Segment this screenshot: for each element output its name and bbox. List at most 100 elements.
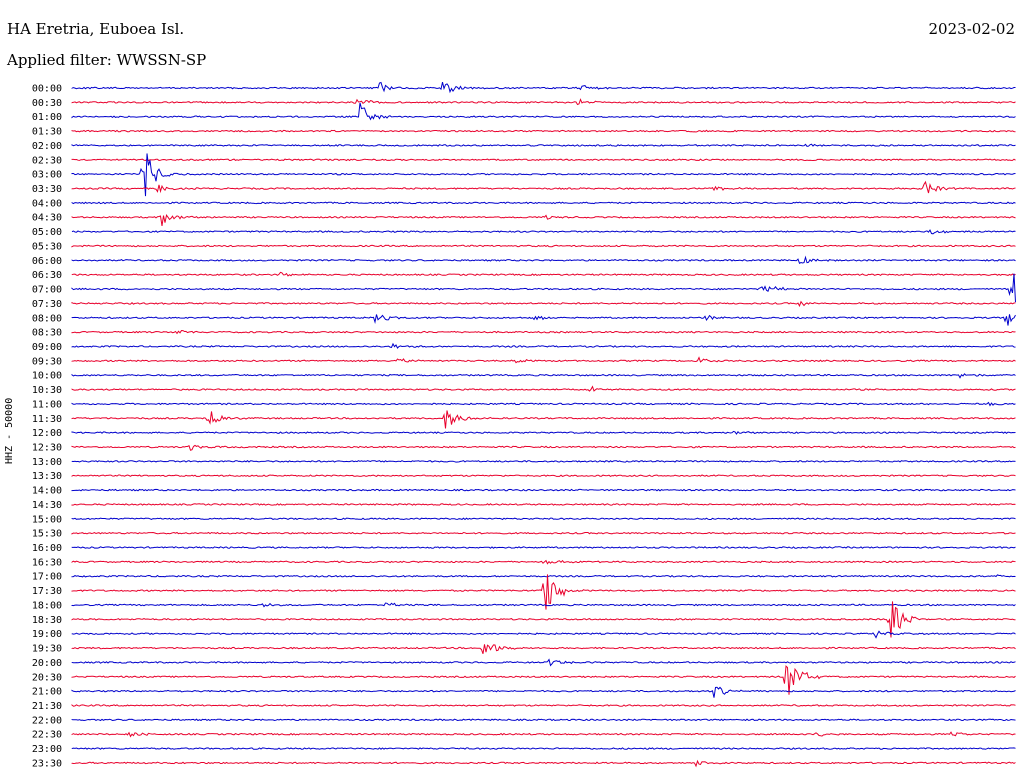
- trace-label: 12:30: [32, 443, 62, 454]
- trace-line: [71, 153, 1016, 197]
- station-title: HA Eretria, Euboea Isl.: [7, 20, 185, 38]
- trace-line: [71, 385, 1016, 392]
- trace-line: [71, 300, 1016, 308]
- trace-line: [71, 273, 1016, 303]
- trace-line: [71, 401, 1016, 407]
- trace-label: 13:30: [32, 471, 62, 482]
- trace-label: 19:00: [32, 629, 62, 640]
- trace-line: [71, 329, 1016, 335]
- trace-line: [71, 747, 1016, 750]
- trace-line: [71, 658, 1016, 667]
- trace-line: [71, 559, 1016, 565]
- trace-line: [71, 342, 1016, 349]
- trace-line: [71, 488, 1016, 492]
- filter-label: Applied filter: WWSSN-SP: [7, 51, 207, 69]
- trace-line: [71, 503, 1016, 506]
- trace-label: 02:00: [32, 141, 62, 152]
- trace-line: [71, 574, 1016, 610]
- trace-label: 07:00: [32, 285, 62, 296]
- trace-line: [71, 244, 1016, 248]
- trace-label: 05:30: [32, 241, 62, 252]
- trace-label: 03:30: [32, 184, 62, 195]
- trace-line: [71, 314, 1016, 326]
- trace-line: [71, 601, 1016, 638]
- trace-label: 00:00: [32, 84, 62, 95]
- trace-line: [71, 531, 1016, 535]
- trace-label: 02:30: [32, 155, 62, 166]
- trace-label: 09:00: [32, 342, 62, 353]
- trace-line: [71, 356, 1016, 364]
- trace-label: 20:00: [32, 658, 62, 669]
- date-label: 2023-02-02: [928, 20, 1015, 38]
- trace-label: 20:30: [32, 672, 62, 683]
- trace-label: 01:30: [32, 127, 62, 138]
- trace-line: [71, 444, 1016, 451]
- trace-label: 14:00: [32, 486, 62, 497]
- trace-label: 10:30: [32, 385, 62, 396]
- trace-line: [71, 630, 1016, 639]
- trace-line: [71, 517, 1016, 521]
- trace-line: [71, 81, 1016, 94]
- trace-label: 10:00: [32, 371, 62, 382]
- trace-line: [71, 430, 1016, 435]
- trace-line: [71, 98, 1016, 106]
- trace-line: [71, 143, 1016, 147]
- trace-line: [71, 644, 1016, 654]
- trace-label: 04:00: [32, 198, 62, 209]
- trace-line: [71, 718, 1016, 722]
- trace-line: [71, 460, 1016, 463]
- trace-line: [71, 546, 1016, 549]
- trace-label: 21:00: [32, 687, 62, 698]
- trace-label: 16:30: [32, 557, 62, 568]
- trace-line: [71, 759, 1016, 768]
- trace-line: [71, 474, 1016, 477]
- trace-line: [71, 410, 1016, 429]
- trace-line: [71, 229, 1016, 235]
- trace-line: [71, 102, 1016, 121]
- trace-label: 08:00: [32, 313, 62, 324]
- trace-label: 06:30: [32, 270, 62, 281]
- trace-line: [71, 180, 1016, 194]
- trace-label: 09:30: [32, 356, 62, 367]
- trace-label: 15:00: [32, 514, 62, 525]
- trace-label: 01:00: [32, 112, 62, 123]
- trace-line: [71, 665, 1016, 695]
- trace-label: 05:00: [32, 227, 62, 238]
- trace-label: 18:30: [32, 615, 62, 626]
- trace-label: 19:30: [32, 644, 62, 655]
- trace-label: 07:30: [32, 299, 62, 310]
- trace-label: 16:00: [32, 543, 62, 554]
- trace-label: 18:00: [32, 600, 62, 611]
- trace-line: [71, 158, 1016, 162]
- trace-label: 22:30: [32, 730, 62, 741]
- trace-line: [71, 373, 1016, 379]
- trace-line: [71, 574, 1016, 578]
- trace-line: [71, 731, 1016, 738]
- trace-line: [71, 704, 1016, 707]
- trace-label: 11:00: [32, 399, 62, 410]
- trace-line: [71, 271, 1016, 277]
- trace-label: 23:00: [32, 744, 62, 755]
- trace-label: 12:00: [32, 428, 62, 439]
- trace-label: 06:00: [32, 256, 62, 267]
- trace-label: 00:30: [32, 98, 62, 109]
- trace-label: 04:30: [32, 213, 62, 224]
- trace-label: 17:00: [32, 572, 62, 583]
- trace-line: [71, 129, 1016, 133]
- trace-line: [71, 214, 1016, 226]
- trace-label: 14:30: [32, 500, 62, 511]
- trace-label: 08:30: [32, 328, 62, 339]
- trace-label: 22:00: [32, 715, 62, 726]
- trace-label: 23:30: [32, 758, 62, 769]
- trace-line: [71, 602, 1016, 608]
- trace-label: 21:30: [32, 701, 62, 712]
- trace-label: 15:30: [32, 529, 62, 540]
- trace-label: 13:00: [32, 457, 62, 468]
- trace-line: [71, 255, 1016, 265]
- trace-label: 11:30: [32, 414, 62, 425]
- trace-label: 17:30: [32, 586, 62, 597]
- trace-line: [71, 686, 1016, 698]
- trace-line: [71, 201, 1016, 205]
- trace-label: 03:00: [32, 170, 62, 181]
